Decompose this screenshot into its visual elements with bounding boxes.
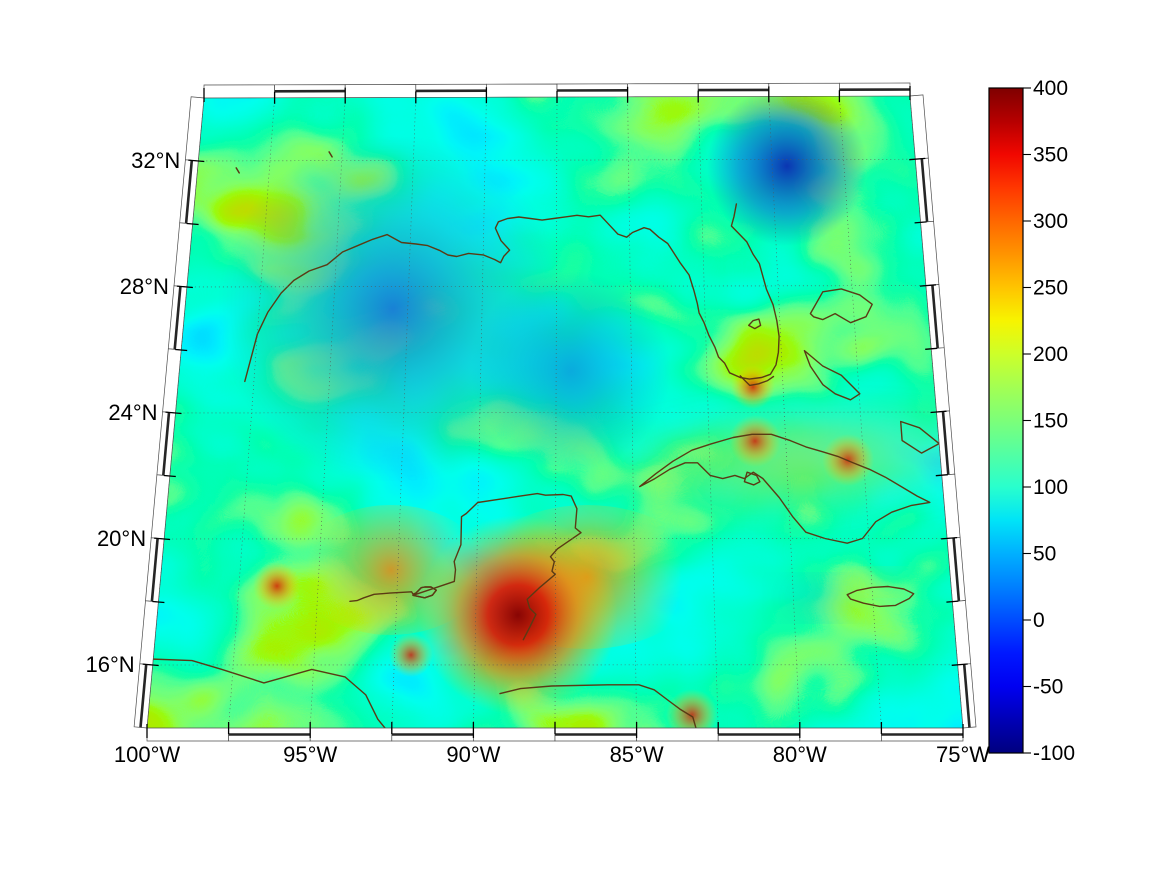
svg-text:50: 50 [1033,543,1056,566]
svg-text:350: 350 [1033,144,1068,167]
svg-text:28°N: 28°N [120,274,169,299]
svg-text:100°W: 100°W [114,742,181,767]
svg-text:200: 200 [1033,343,1068,366]
svg-text:32°N: 32°N [131,148,180,173]
svg-text:-100: -100 [1033,742,1075,765]
svg-text:400: 400 [1033,77,1068,100]
svg-text:250: 250 [1033,277,1068,300]
svg-text:95°W: 95°W [283,742,337,767]
svg-text:16°N: 16°N [86,652,135,677]
svg-text:100: 100 [1033,476,1068,499]
svg-text:24°N: 24°N [108,400,157,425]
svg-text:75°W: 75°W [936,742,990,767]
svg-text:0: 0 [1033,609,1045,632]
svg-text:80°W: 80°W [773,742,827,767]
svg-text:20°N: 20°N [97,526,146,551]
svg-text:-50: -50 [1033,676,1063,699]
svg-text:150: 150 [1033,410,1068,433]
svg-text:85°W: 85°W [610,742,664,767]
svg-text:90°W: 90°W [446,742,500,767]
svg-text:300: 300 [1033,210,1068,233]
